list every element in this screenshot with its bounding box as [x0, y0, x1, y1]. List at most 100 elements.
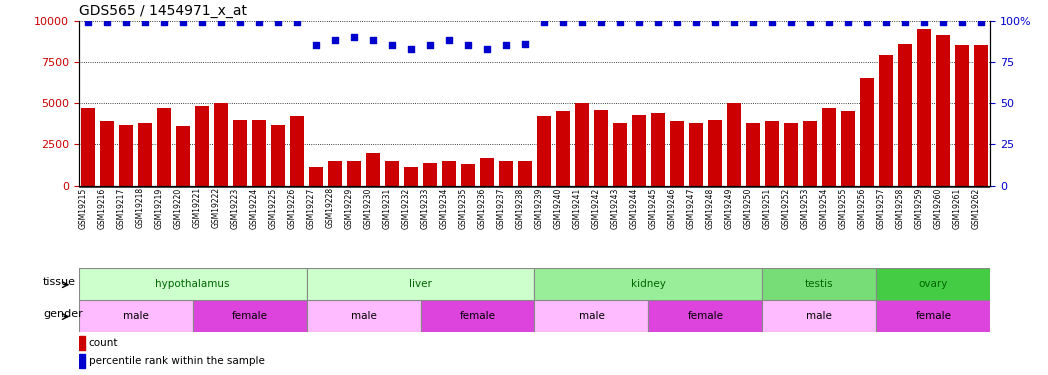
Bar: [480, 158, 494, 186]
Text: GSM19247: GSM19247: [686, 187, 696, 229]
Text: GSM19255: GSM19255: [838, 187, 848, 229]
Text: GSM19237: GSM19237: [497, 187, 506, 229]
Text: GSM19252: GSM19252: [782, 187, 791, 228]
Point: [308, 42, 325, 48]
Text: GSM19256: GSM19256: [858, 187, 867, 229]
Point: [479, 46, 496, 52]
Point: [346, 34, 363, 40]
Point: [99, 19, 115, 25]
Text: gender: gender: [43, 309, 83, 320]
Point: [631, 19, 648, 25]
Point: [536, 19, 552, 25]
Bar: [803, 121, 816, 186]
Text: GSM19235: GSM19235: [459, 187, 468, 229]
Point: [821, 19, 837, 25]
Text: liver: liver: [409, 279, 432, 289]
Bar: [671, 121, 683, 186]
Bar: [727, 103, 741, 186]
Bar: [328, 161, 342, 186]
Point: [384, 42, 400, 48]
Bar: [879, 55, 893, 186]
Text: GSM19249: GSM19249: [725, 187, 734, 229]
Bar: [347, 161, 361, 186]
Text: GSM19217: GSM19217: [117, 187, 126, 228]
Text: GSM19240: GSM19240: [554, 187, 563, 229]
Text: GDS565 / 1454971_x_at: GDS565 / 1454971_x_at: [79, 4, 246, 18]
Point: [156, 19, 173, 25]
Bar: [423, 162, 437, 186]
Bar: [519, 161, 531, 186]
Bar: [306, 268, 534, 300]
Point: [650, 19, 667, 25]
Text: GSM19242: GSM19242: [592, 187, 601, 228]
Text: kidney: kidney: [631, 279, 665, 289]
Bar: [195, 106, 209, 186]
Bar: [306, 300, 420, 332]
Bar: [405, 168, 418, 186]
Point: [896, 19, 913, 25]
Point: [764, 19, 781, 25]
Point: [136, 19, 153, 25]
Text: GSM19248: GSM19248: [706, 187, 715, 228]
Bar: [193, 300, 306, 332]
Point: [612, 19, 629, 25]
Text: female: female: [459, 311, 496, 321]
Text: GSM19234: GSM19234: [440, 187, 449, 229]
Point: [517, 41, 533, 47]
Bar: [784, 123, 798, 186]
Point: [269, 19, 286, 25]
Text: GSM19226: GSM19226: [288, 187, 297, 228]
Point: [573, 19, 590, 25]
Bar: [762, 268, 876, 300]
Text: female: female: [687, 311, 723, 321]
Point: [744, 19, 761, 25]
Text: GSM19257: GSM19257: [877, 187, 886, 229]
Bar: [386, 161, 398, 186]
Text: GSM19216: GSM19216: [99, 187, 107, 228]
Text: GSM19245: GSM19245: [649, 187, 658, 229]
Text: GSM19229: GSM19229: [345, 187, 354, 228]
Text: GSM19254: GSM19254: [820, 187, 829, 229]
Text: GSM19238: GSM19238: [516, 187, 525, 228]
Text: male: male: [123, 311, 149, 321]
Bar: [79, 336, 85, 350]
Bar: [442, 161, 456, 186]
Bar: [157, 108, 171, 186]
Bar: [290, 116, 304, 186]
Bar: [101, 121, 114, 186]
Bar: [936, 36, 949, 186]
Bar: [842, 111, 854, 186]
Text: GSM19236: GSM19236: [478, 187, 487, 229]
Bar: [79, 268, 306, 300]
Point: [80, 19, 96, 25]
Point: [802, 19, 818, 25]
Point: [327, 38, 344, 44]
Point: [916, 19, 933, 25]
Text: GSM19246: GSM19246: [668, 187, 677, 229]
Text: GSM19241: GSM19241: [573, 187, 582, 228]
Point: [460, 42, 477, 48]
Point: [669, 19, 685, 25]
Bar: [823, 108, 835, 186]
Text: tissue: tissue: [43, 278, 77, 288]
Text: GSM19227: GSM19227: [307, 187, 316, 228]
Point: [839, 19, 856, 25]
Text: ovary: ovary: [919, 279, 948, 289]
Point: [973, 19, 989, 25]
Bar: [594, 110, 608, 186]
Bar: [613, 123, 627, 186]
Bar: [79, 300, 193, 332]
Text: GSM19239: GSM19239: [534, 187, 544, 229]
Text: GSM19230: GSM19230: [364, 187, 373, 229]
Bar: [860, 78, 874, 186]
Point: [935, 19, 952, 25]
Bar: [632, 115, 646, 186]
Text: GSM19219: GSM19219: [155, 187, 165, 228]
Text: count: count: [89, 338, 118, 348]
Bar: [556, 111, 570, 186]
Bar: [762, 300, 876, 332]
Text: GSM19251: GSM19251: [763, 187, 772, 228]
Bar: [309, 168, 323, 186]
Text: GSM19221: GSM19221: [193, 187, 202, 228]
Text: GSM19215: GSM19215: [79, 187, 88, 228]
